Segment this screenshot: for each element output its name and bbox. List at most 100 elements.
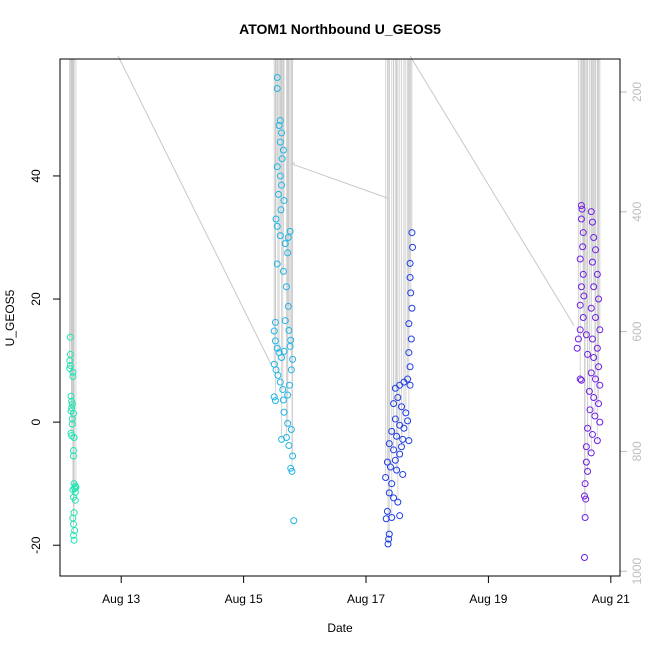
data-point [271, 337, 279, 345]
data-point [407, 335, 415, 343]
data-point [595, 295, 603, 303]
data-point [581, 554, 589, 562]
data-point [66, 357, 74, 365]
data-point [396, 512, 404, 520]
data-point [396, 450, 404, 458]
data-point [382, 474, 390, 482]
data-point [573, 344, 581, 352]
data-point [408, 229, 416, 237]
data-point [286, 342, 294, 350]
data-point [582, 331, 590, 339]
data-points [66, 73, 604, 562]
right-tick-label: 1000 [630, 558, 644, 585]
data-point [405, 349, 413, 357]
data-point [587, 304, 595, 312]
data-point [272, 215, 280, 223]
data-point [588, 258, 596, 266]
data-point [576, 326, 584, 334]
data-point [289, 452, 297, 460]
data-point [576, 301, 584, 309]
data-point [278, 155, 286, 163]
data-point [591, 412, 599, 420]
data-point [590, 283, 598, 291]
data-point [386, 463, 394, 471]
data-point [596, 381, 604, 389]
data-point [577, 283, 585, 291]
data-point [270, 327, 278, 335]
data-point [385, 440, 393, 448]
data-point [584, 424, 592, 432]
data-point [70, 434, 78, 442]
x-tick-label: Aug 19 [469, 592, 507, 606]
data-point [384, 540, 392, 548]
data-point [71, 485, 79, 493]
data-point [69, 486, 77, 494]
data-point [71, 526, 79, 534]
data-point [579, 243, 587, 251]
y-axis: -20 0 20 40 [29, 169, 61, 554]
data-point [284, 391, 292, 399]
data-point [273, 85, 281, 93]
altitude-transit-line [117, 55, 272, 365]
data-point [579, 270, 587, 278]
data-point [596, 418, 604, 426]
data-point [276, 172, 284, 180]
data-point [285, 326, 293, 334]
data-point [69, 531, 77, 539]
data-point [284, 249, 292, 257]
data-point [279, 267, 287, 275]
data-point [593, 270, 601, 278]
data-point [576, 375, 584, 383]
right-tick-label: 400 [630, 201, 644, 221]
data-point [68, 397, 76, 405]
data-point [398, 403, 406, 411]
data-point [593, 344, 601, 352]
data-point [394, 498, 402, 506]
x-tick-label: Aug 21 [592, 592, 630, 606]
data-point [595, 400, 603, 408]
altitude-transit-line [291, 163, 388, 199]
data-point [286, 227, 294, 235]
data-point [66, 333, 74, 341]
data-point [275, 121, 283, 129]
data-point [390, 446, 398, 454]
data-point [576, 255, 584, 263]
data-point [282, 283, 290, 291]
data-point [406, 259, 414, 267]
y-tick-label: 20 [29, 292, 43, 306]
data-point [574, 335, 582, 343]
data-point [588, 430, 596, 438]
data-point [280, 197, 288, 205]
data-point [590, 394, 598, 402]
data-point [590, 354, 598, 362]
data-point [409, 243, 417, 251]
data-point [383, 507, 391, 515]
y-axis-label: U_GEOS5 [3, 289, 17, 346]
data-point [580, 292, 588, 300]
data-point [577, 376, 585, 384]
data-point [408, 304, 416, 312]
data-point [404, 417, 412, 425]
data-point [68, 415, 76, 423]
data-point [581, 480, 589, 488]
data-point [284, 302, 292, 310]
data-point [69, 514, 77, 522]
data-point [67, 407, 75, 415]
data-point [287, 366, 295, 374]
data-point [383, 458, 391, 466]
data-point [279, 146, 287, 154]
data-point [385, 530, 393, 538]
data-point [69, 452, 77, 460]
data-point [289, 355, 297, 363]
data-point [587, 449, 595, 457]
data-point [577, 215, 585, 223]
x-tick-label: Aug 15 [225, 592, 263, 606]
x-axis-label: Date [327, 621, 353, 635]
right-axis: 200 400 600 800 1000 [619, 82, 644, 585]
data-point [276, 378, 284, 386]
data-point [406, 273, 414, 281]
data-point [388, 480, 396, 488]
data-point [588, 218, 596, 226]
data-point [579, 314, 587, 321]
